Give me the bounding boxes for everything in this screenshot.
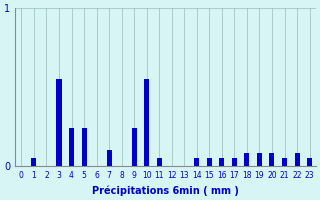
Bar <box>107 150 112 166</box>
Bar <box>207 158 212 166</box>
Bar <box>257 153 262 166</box>
Bar <box>282 158 287 166</box>
Bar <box>220 158 224 166</box>
Bar <box>269 153 275 166</box>
Bar <box>232 158 237 166</box>
Bar <box>69 128 74 166</box>
Bar <box>244 153 249 166</box>
Bar <box>307 158 312 166</box>
X-axis label: Précipitations 6min ( mm ): Précipitations 6min ( mm ) <box>92 185 239 196</box>
Bar <box>194 158 199 166</box>
Bar <box>144 79 149 166</box>
Bar <box>157 158 162 166</box>
Bar <box>57 79 61 166</box>
Bar <box>82 128 87 166</box>
Bar <box>132 128 137 166</box>
Bar <box>294 153 300 166</box>
Bar <box>31 158 36 166</box>
